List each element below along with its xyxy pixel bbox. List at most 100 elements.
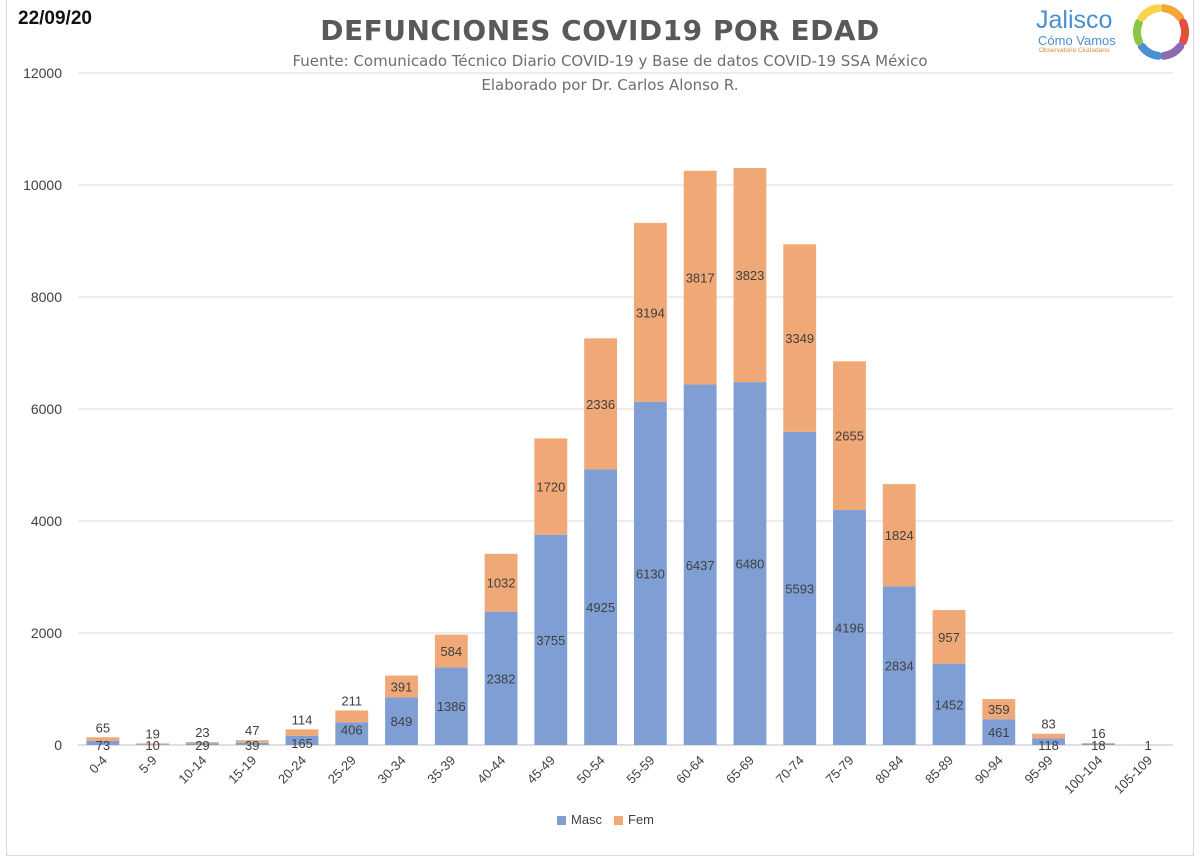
bar-fem: [285, 729, 319, 736]
data-label-fem: 391: [391, 680, 413, 695]
data-label-fem: 47: [245, 723, 259, 738]
bar-fem: [1032, 733, 1065, 739]
x-tick-label: 25-29: [325, 753, 359, 787]
bar-masc: [434, 667, 468, 745]
x-tick-label: 20-24: [275, 753, 309, 787]
logo-subtitle: Cómo Vamos: [1038, 33, 1116, 48]
bar-masc: [335, 722, 369, 745]
ring-logo-icon: [1133, 4, 1189, 60]
data-label-fem: 2336: [586, 397, 615, 412]
data-label-fem: 3349: [785, 331, 814, 346]
bar-fem: [932, 610, 966, 664]
x-tick-label: 105-109: [1111, 753, 1155, 797]
data-label-masc: 1: [1144, 738, 1151, 753]
data-label-masc: 2382: [487, 671, 516, 686]
data-label-fem: 23: [195, 725, 209, 740]
bar-fem: [633, 222, 667, 402]
x-tick-label: 45-49: [524, 753, 558, 787]
x-tick-label: 95-99: [1022, 753, 1056, 787]
data-label-fem: 1032: [487, 576, 516, 591]
data-label-masc: 461: [988, 725, 1010, 740]
bar-fem: [385, 675, 418, 698]
data-label-fem: 957: [938, 630, 960, 645]
data-label-fem: 3823: [735, 268, 764, 283]
chart-title: DEFUNCIONES COVID19 POR EDAD: [320, 14, 880, 47]
logo-ring-segment: [1159, 42, 1185, 60]
date-label: 22/09/20: [18, 8, 92, 29]
legend-masc-label: Masc: [571, 812, 603, 827]
bar-fem: [86, 737, 120, 741]
data-label-masc: 4196: [835, 621, 864, 636]
bar-fem: [434, 634, 468, 668]
x-tick-label: 30-34: [375, 753, 409, 787]
data-label-fem: 211: [341, 693, 362, 708]
logo-ring-segment: [1179, 18, 1189, 46]
data-label-fem: 2655: [835, 429, 864, 444]
bar-fem: [534, 438, 568, 535]
data-label-masc: 5593: [785, 581, 814, 596]
data-label-masc: 4925: [586, 600, 615, 615]
bar-fem: [235, 740, 269, 743]
y-tick-label: 2000: [31, 625, 62, 641]
bar-masc: [285, 735, 319, 745]
bar-fem: [1081, 743, 1115, 744]
logo-ring-segment: [1159, 4, 1185, 22]
y-tick-label: 4000: [31, 513, 62, 529]
data-label-masc: 1452: [935, 697, 964, 712]
data-label-fem: 584: [440, 644, 462, 659]
x-tick-label: 60-64: [673, 753, 707, 787]
y-tick-label: 10000: [23, 177, 62, 193]
data-label-masc: 10: [145, 738, 159, 753]
bar-masc: [683, 384, 717, 745]
data-label-fem: 3194: [636, 305, 665, 320]
data-label-fem: 114: [292, 712, 313, 727]
bar-masc: [484, 611, 518, 745]
bar-fem: [982, 699, 1016, 720]
bar-masc: [982, 719, 1016, 745]
bar-fem: [484, 553, 518, 612]
bar-fem: [136, 743, 170, 745]
logo-tagline: Observatorio Ciudadano: [1039, 47, 1110, 54]
bar-masc: [833, 510, 866, 745]
bar-fem: [733, 168, 767, 383]
x-tick-label: 5-9: [136, 753, 160, 777]
bar-masc: [932, 663, 966, 745]
data-label-masc: 6130: [636, 566, 665, 581]
bar-masc: [385, 697, 418, 745]
x-tick-label: 0-4: [86, 753, 110, 777]
jalisco-como-vamos-logo: Jalisco Cómo Vamos Observatorio Ciudadan…: [1030, 2, 1194, 62]
data-label-masc: 29: [195, 738, 209, 753]
data-label-masc: 6480: [735, 557, 764, 572]
x-tick-label: 40-44: [474, 753, 508, 787]
data-label-fem: 19: [145, 726, 159, 741]
bar-fem: [335, 710, 369, 723]
data-label-fem: 1824: [885, 528, 914, 543]
bar-fem: [584, 338, 618, 470]
bar-fem: [882, 484, 916, 587]
x-tick-label: 65-69: [723, 753, 757, 787]
y-tick-label: 12000: [23, 65, 62, 81]
logo-name: Jalisco: [1036, 6, 1113, 34]
legend-masc-swatch: [557, 816, 566, 825]
legend-masc: Masc: [557, 812, 602, 827]
y-tick-label: 8000: [31, 289, 62, 305]
x-tick-label: 55-59: [623, 753, 657, 787]
bar-fem: [783, 244, 817, 432]
data-label-fem: 359: [988, 702, 1010, 717]
x-tick-label: 75-79: [822, 753, 856, 787]
x-tick-label: 80-84: [872, 753, 906, 787]
logo-ring-segment: [1133, 18, 1143, 46]
data-label-fem: 3817: [686, 271, 715, 286]
x-tick-label: 50-54: [574, 753, 608, 787]
bar-fem: [833, 361, 866, 511]
bar-fem: [186, 742, 219, 744]
data-label-masc: 73: [96, 738, 110, 753]
data-label-masc: 3755: [536, 633, 565, 648]
legend-fem-swatch: [614, 816, 623, 825]
x-tick-label: 15-19: [225, 753, 259, 787]
data-label-masc: 1386: [437, 699, 466, 714]
bar-masc: [882, 586, 916, 745]
x-tick-label: 90-94: [972, 753, 1006, 787]
bar-masc: [186, 743, 219, 745]
